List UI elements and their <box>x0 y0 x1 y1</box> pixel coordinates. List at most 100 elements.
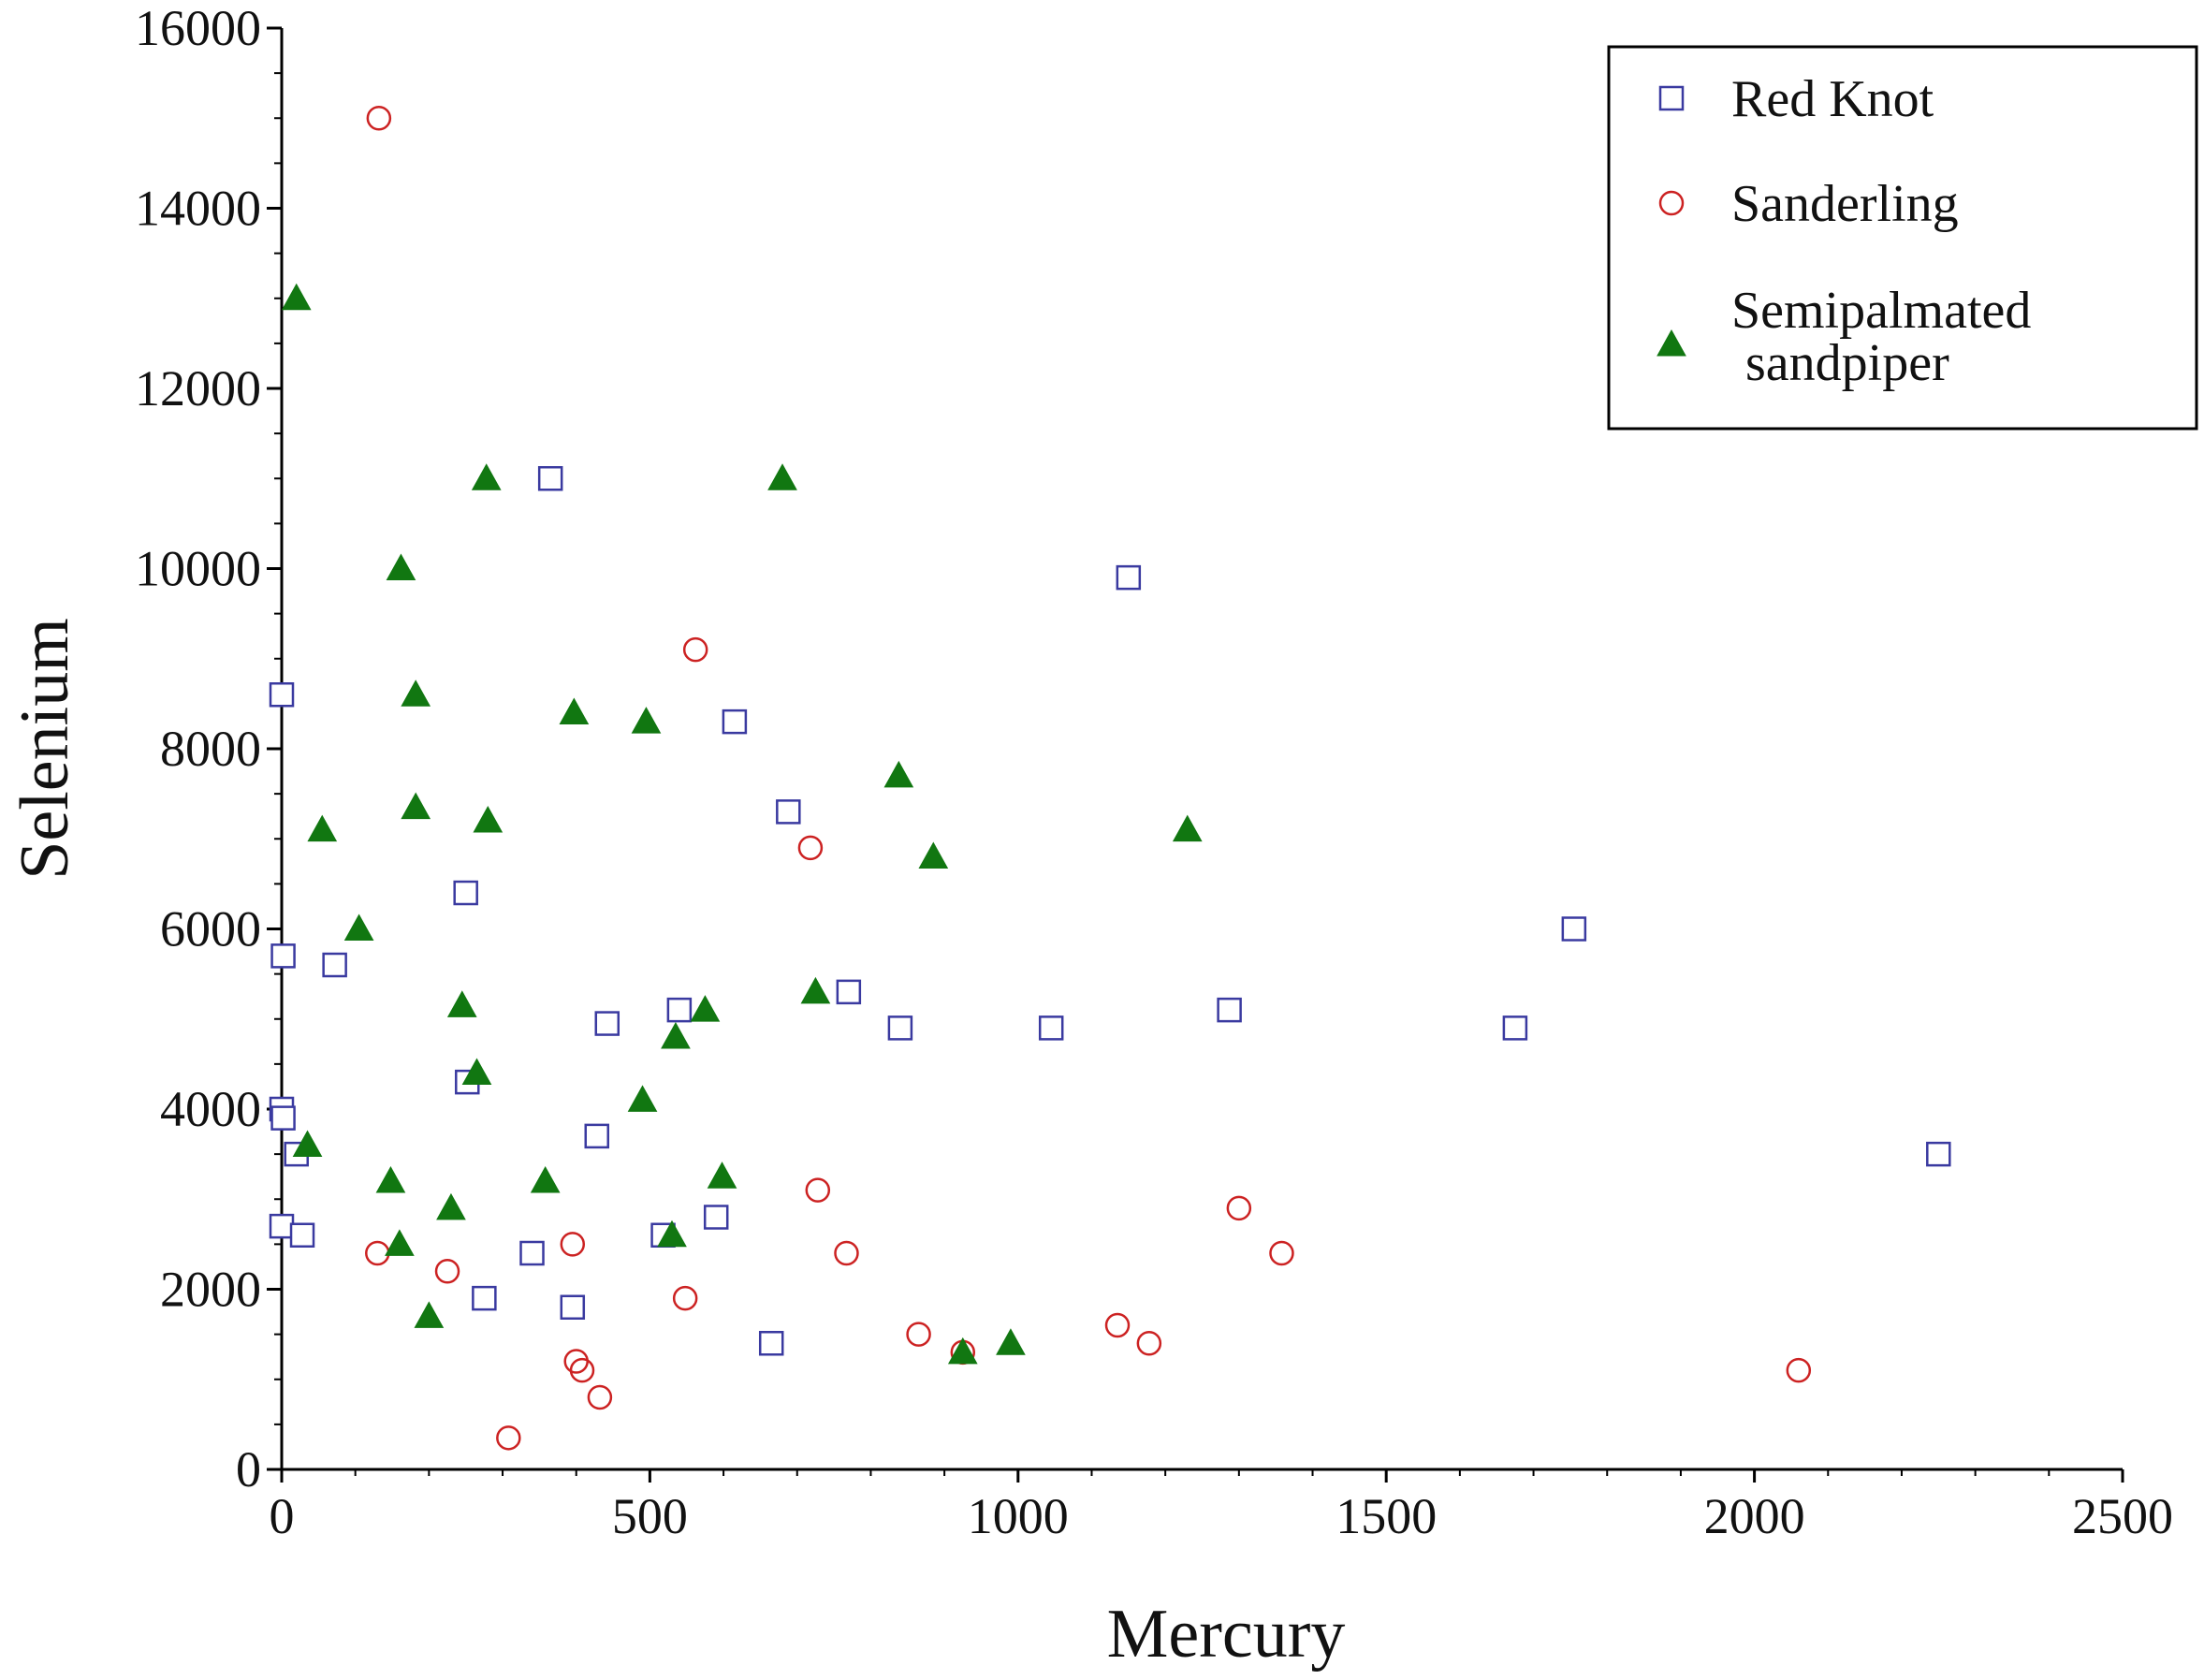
x-tick-label: 2000 <box>1704 1488 1805 1544</box>
sanderling-point <box>560 1232 586 1257</box>
x-tick-label: 1000 <box>968 1488 1069 1544</box>
legend-label: Sanderling <box>1731 175 1959 233</box>
legend-label: sandpiper <box>1745 334 1949 392</box>
legend-label: Semipalmated <box>1731 282 2031 340</box>
semipalmated-sandpiper-point <box>690 995 721 1022</box>
y-tick-label: 16000 <box>135 0 261 56</box>
semipalmated-sandpiper-point <box>385 1229 415 1256</box>
semipalmated-sandpiper-point <box>1172 814 1203 842</box>
semipalmated-sandpiper-point <box>707 1161 737 1189</box>
red-knot-point <box>887 1015 913 1041</box>
semipalmated-sandpiper-point <box>767 463 797 490</box>
red-knot-point <box>269 1213 295 1239</box>
x-tick-label: 2500 <box>2072 1488 2173 1544</box>
semipalmated-sandpiper-point <box>559 697 590 724</box>
series-semipalmated-sandpiper <box>281 283 1203 1365</box>
x-tick-label: 1500 <box>1336 1488 1437 1544</box>
sanderling-point <box>434 1259 460 1284</box>
red-knot-point <box>758 1331 784 1356</box>
sanderling-point <box>906 1322 931 1347</box>
semipalmated-sandpiper-point <box>281 283 312 311</box>
sanderling-point <box>1226 1195 1252 1221</box>
red-knot-point <box>1926 1141 1951 1167</box>
sanderling-point <box>672 1285 698 1311</box>
red-knot-point <box>666 997 693 1023</box>
y-ticks: 0 2000 4000 6000 8000 10000 12000 14000 16000 <box>135 0 282 1497</box>
red-knot-point <box>289 1222 315 1248</box>
legend-box <box>1607 45 2198 431</box>
x-tick-label: 0 <box>270 1488 295 1544</box>
sanderling-point <box>797 835 824 861</box>
semipalmated-sandpiper-point <box>471 463 502 490</box>
semipalmated-sandpiper-point <box>375 1165 406 1193</box>
legend-marker-sanderling <box>1658 190 1685 216</box>
sanderling-point <box>587 1384 613 1410</box>
sanderling-point <box>365 1240 390 1266</box>
semipalmated-sandpiper-point <box>414 1301 445 1328</box>
red-knot-point <box>472 1285 497 1311</box>
legend-marker-red-knot <box>1658 85 1685 111</box>
y-tick-label: 14000 <box>135 181 261 237</box>
red-knot-point <box>1038 1015 1064 1041</box>
red-knot-point <box>453 880 478 906</box>
semipalmated-sandpiper-point <box>386 553 416 580</box>
semipalmated-sandpiper-point <box>947 1337 978 1365</box>
semipalmated-sandpiper-point <box>307 814 338 842</box>
sanderling-point <box>1136 1331 1162 1356</box>
red-knot-point <box>836 979 862 1005</box>
semipalmated-sandpiper-point <box>800 976 831 1004</box>
red-knot-point <box>1217 997 1242 1023</box>
sanderling-point <box>682 636 708 663</box>
semipalmated-sandpiper-point <box>343 913 374 941</box>
y-axis-title: Selenium <box>7 618 83 880</box>
semipalmated-sandpiper-point <box>918 841 949 869</box>
sanderling-point <box>1786 1357 1812 1383</box>
semipalmated-sandpiper-point <box>446 990 477 1017</box>
red-knot-point <box>584 1123 610 1149</box>
y-tick-label: 12000 <box>135 360 261 416</box>
semipalmated-sandpiper-point <box>292 1130 323 1157</box>
sanderling-point <box>805 1177 831 1203</box>
semipalmated-sandpiper-point <box>661 1021 691 1049</box>
data-points <box>269 106 1951 1451</box>
semipalmated-sandpiper-point <box>627 1085 658 1112</box>
semipalmated-sandpiper-point <box>996 1328 1026 1355</box>
x-axis-title: Mercury <box>1107 1596 1346 1673</box>
legend-item-sanderling: Sanderling <box>1658 175 1959 233</box>
sanderling-point <box>496 1425 521 1451</box>
red-knot-point <box>270 943 296 969</box>
sanderling-point <box>366 106 392 131</box>
red-knot-point <box>560 1294 586 1320</box>
red-knot-point <box>537 466 563 491</box>
semipalmated-sandpiper-point <box>461 1058 492 1085</box>
semipalmated-sandpiper-point <box>436 1192 466 1220</box>
y-tick-label: 0 <box>236 1441 261 1497</box>
semipalmated-sandpiper-point <box>883 760 914 788</box>
red-knot-point <box>519 1240 545 1266</box>
semipalmated-sandpiper-point <box>401 792 431 820</box>
legend-item-red-knot: Red Knot <box>1658 70 1934 128</box>
red-knot-point <box>322 952 347 978</box>
red-knot-point <box>1502 1015 1528 1041</box>
y-tick-label: 4000 <box>160 1081 261 1137</box>
semipalmated-sandpiper-point <box>473 805 504 833</box>
sanderling-point <box>569 1357 595 1383</box>
x-tick-label: 500 <box>612 1488 688 1544</box>
semipalmated-sandpiper-point <box>631 707 662 734</box>
sanderling-point <box>834 1240 859 1266</box>
semipalmated-sandpiper-point <box>657 1220 687 1248</box>
axes: 0 500 1000 1500 2000 2500 0 2000 4000 6000 8000 10… <box>135 0 2173 1544</box>
red-knot-point <box>270 1105 296 1131</box>
semipalmated-sandpiper-point <box>401 679 431 707</box>
red-knot-point <box>594 1011 620 1036</box>
red-knot-point <box>703 1205 729 1230</box>
red-knot-point <box>776 799 801 825</box>
y-tick-label: 10000 <box>135 541 261 597</box>
series-red-knot <box>269 466 1951 1356</box>
red-knot-point <box>1561 916 1587 942</box>
x-ticks: 0 500 1000 1500 2000 2500 <box>270 1469 2173 1544</box>
